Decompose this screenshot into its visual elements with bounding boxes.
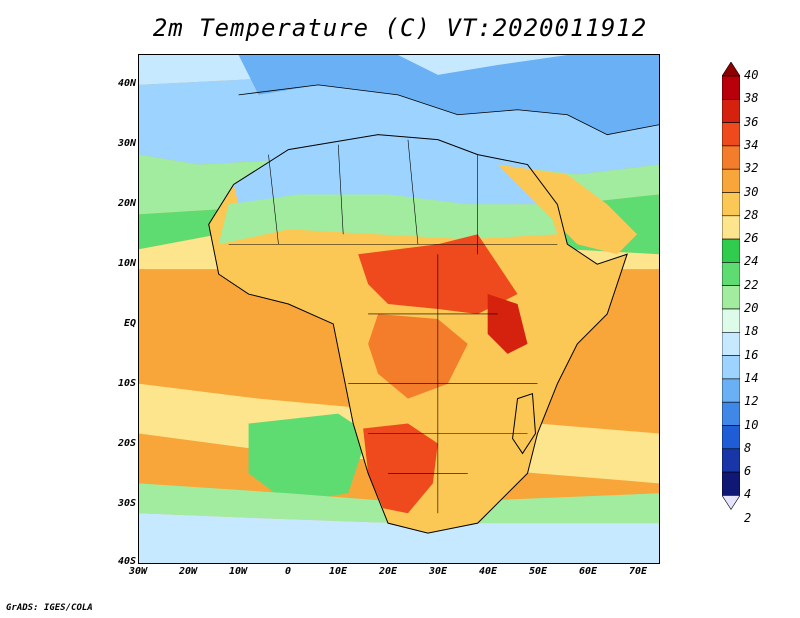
lon-tick-label: 10E [328,566,348,577]
south-cool-band [139,513,659,563]
colorbar-swatch [722,75,740,100]
colorbar-label: 26 [744,231,759,246]
map-canvas [139,55,659,563]
colorbar-label: 8 [744,440,752,455]
lon-tick-label: 50E [528,566,548,577]
lon-tick-label: 70E [628,566,648,577]
colorbar-label: 32 [744,161,759,176]
colorbar-swatch [722,355,740,380]
lon-tick-label: 0 [284,566,292,577]
colorbar-label: 14 [744,370,759,385]
footer-credit: GrADS: IGES/COLA [6,603,93,613]
colorbar-label: 24 [744,254,759,269]
colorbar-swatch [722,425,740,450]
colorbar-label: 20 [744,301,759,315]
sahara-cool-zone [233,134,548,205]
colorbar-swatch [722,308,740,333]
colorbar [722,62,740,510]
colorbar-label: 38 [744,91,759,106]
colorbar-label: 34 [744,137,759,152]
colorbar-swatch [722,471,740,496]
lat-tick-label: EQ [123,318,136,329]
sahel-north-zone [218,194,558,245]
lon-tick-label: 60E [578,566,598,577]
colorbar-swatch [722,331,740,356]
country-borders [228,139,558,514]
arabia [497,164,638,255]
colorbar-label: 6 [744,464,752,479]
colorbar-label: 36 [744,114,759,129]
colorbar-swatch [722,192,740,217]
europe-coastline [238,84,659,136]
temperature-map [138,54,660,564]
colorbar-label: 2 [744,510,752,525]
colorbar-label: 28 [744,207,759,222]
colorbar-swatch [722,122,740,147]
lon-tick-label: 40E [478,566,498,577]
lat-tick-label: 30N [117,138,136,149]
colorbar-swatch [722,238,740,263]
madagascar-coastline [512,392,536,455]
colorbar-swatch [722,145,740,170]
south-atlantic-green [248,413,369,504]
lat-tick-label: 40N [117,78,136,89]
mediterranean-band [139,74,659,175]
colorbar-swatch [722,168,740,193]
lat-tick-label: 10S [117,378,136,389]
colorbar-label: 4 [744,487,752,502]
colorbar-swatch [722,262,740,286]
lat-tick-label: 10N [117,258,136,269]
chart-title: 2m Temperature (C) VT:2020011912 [152,14,648,42]
colorbar-top-arrow [722,62,740,77]
lon-tick-label: 30E [428,566,448,577]
east-africa-hot-zone [487,294,528,354]
lat-tick-label: 20S [117,438,136,449]
lon-tick-label: 10W [228,566,248,577]
lon-tick-label: 20E [378,566,398,577]
colorbar-label: 40 [744,68,759,82]
colorbar-label: 30 [744,184,759,199]
congo-warm-zone [368,313,468,399]
colorbar-swatch [722,401,740,426]
africa-coastline [208,134,628,534]
colorbar-label: 18 [744,324,759,339]
kalahari-hot-zone [363,423,438,514]
colorbar-swatch [722,285,740,310]
lat-tick-label: 40S [117,556,136,567]
lon-tick-label: 20W [178,566,198,577]
colorbar-swatch [722,215,740,240]
lon-tick-label: 30W [128,566,148,577]
lat-tick-label: 20N [117,198,136,209]
colorbar-label: 22 [744,277,759,292]
colorbar-swatch [722,378,740,403]
colorbar-label: 16 [744,347,759,362]
colorbar-swatch [722,98,740,123]
colorbar-label: 12 [744,394,759,409]
madagascar [512,393,536,454]
colorbar-bottom-arrow [722,495,740,510]
europe-landmass [238,55,659,135]
colorbar-swatch [722,448,740,473]
colorbar-label: 10 [744,417,759,432]
lat-tick-label: 30S [117,498,136,509]
